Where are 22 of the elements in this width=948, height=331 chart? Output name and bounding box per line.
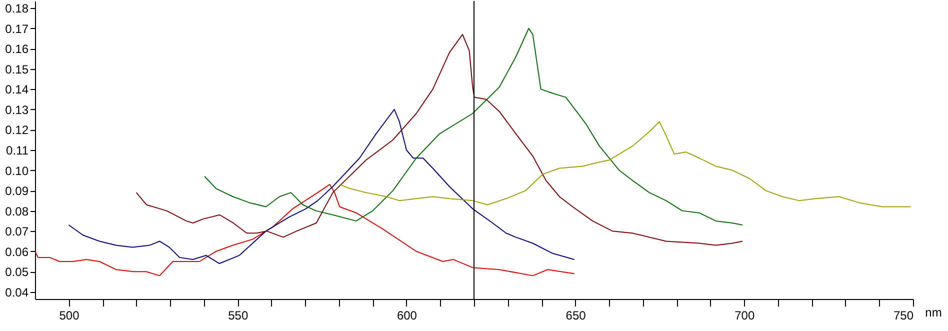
x-tick-label: 600	[396, 308, 418, 322]
y-tick-label: 0.07	[5, 224, 29, 239]
x-tick-label: 550	[228, 308, 248, 322]
y-tick-label: 0.10	[5, 164, 29, 178]
y-tick-label: 0.09	[5, 184, 29, 198]
y-tick-label: 0.04	[5, 285, 29, 300]
y-tick-label: 0.11	[6, 144, 29, 158]
y-tick-label: 0.06	[5, 244, 29, 259]
y-tick-label: 0.14	[5, 82, 29, 97]
y-tick-label: 0.12	[5, 123, 29, 138]
y-tick-label: 0.05	[5, 265, 29, 280]
x-tick-label: 700	[734, 308, 755, 322]
x-axis-title: nm	[925, 306, 942, 320]
y-tick-label: 0.13	[5, 102, 29, 117]
y-tick-label: 0.16	[5, 42, 29, 56]
x-tick-label: 750	[893, 308, 914, 322]
x-tick-label: 650	[566, 308, 586, 322]
y-tick-label: 0.08	[5, 204, 29, 218]
x-tick-label: 500	[59, 308, 80, 322]
y-tick-label: 0.18	[5, 2, 29, 16]
y-tick-label: 0.17	[5, 22, 29, 36]
y-tick-label: 0.15	[5, 62, 29, 76]
